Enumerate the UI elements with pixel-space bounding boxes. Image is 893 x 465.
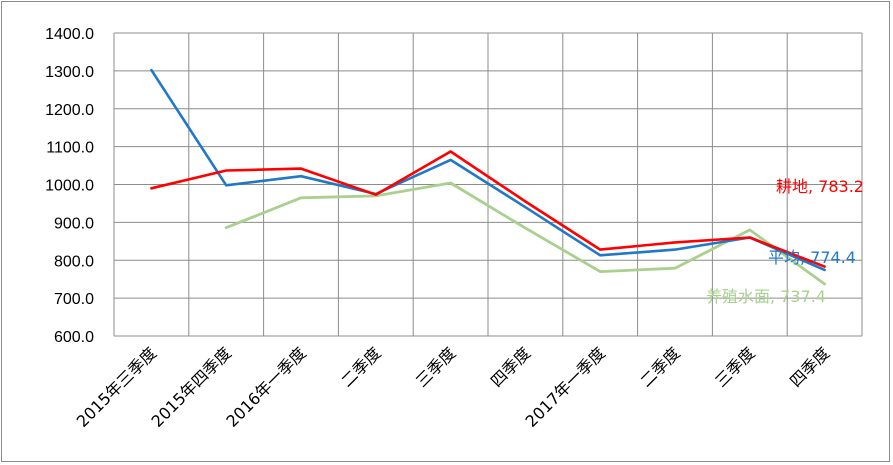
y-tick-label: 600.0 <box>54 329 94 346</box>
y-tick-label: 1100.0 <box>46 140 94 157</box>
series-line-2 <box>224 181 826 286</box>
gridlines <box>113 32 863 337</box>
x-tick-label: 二季度 <box>337 343 384 390</box>
series-end-label: 养殖水面, 737.4 <box>706 287 826 306</box>
x-tick-label: 二季度 <box>636 343 683 390</box>
y-tick-label: 700.0 <box>54 291 94 308</box>
x-tick-label: 2017年一季度 <box>522 343 609 430</box>
series-end-label: 平均, 774.4 <box>768 248 856 267</box>
y-axis-ticks: 600.0 700.0 800.0 900.0 1000.0 1100.0 1200.0 13… <box>45 26 94 346</box>
y-tick-label: 1000.0 <box>45 178 94 195</box>
y-tick-label: 1200.0 <box>45 102 94 119</box>
y-tick-label: 1400.0 <box>45 26 94 43</box>
series-end-label: 耕地, 783.2 <box>776 177 864 196</box>
series-line-1 <box>150 150 826 268</box>
x-tick-label: 四季度 <box>786 343 833 390</box>
y-tick-label: 900.0 <box>54 215 94 232</box>
series-line-0 <box>150 68 826 272</box>
x-tick-label: 2016年一季度 <box>222 343 309 430</box>
x-tick-label: 三季度 <box>711 343 758 390</box>
series-end-labels: 平均, 774.4 耕地, 783.2 养殖水面, 737.4 <box>706 177 864 306</box>
x-tick-label: 四季度 <box>487 343 534 390</box>
series-lines <box>150 68 826 286</box>
x-tick-label: 三季度 <box>412 343 459 390</box>
y-tick-label: 800.0 <box>54 253 94 270</box>
y-tick-label: 1300.0 <box>45 64 94 81</box>
